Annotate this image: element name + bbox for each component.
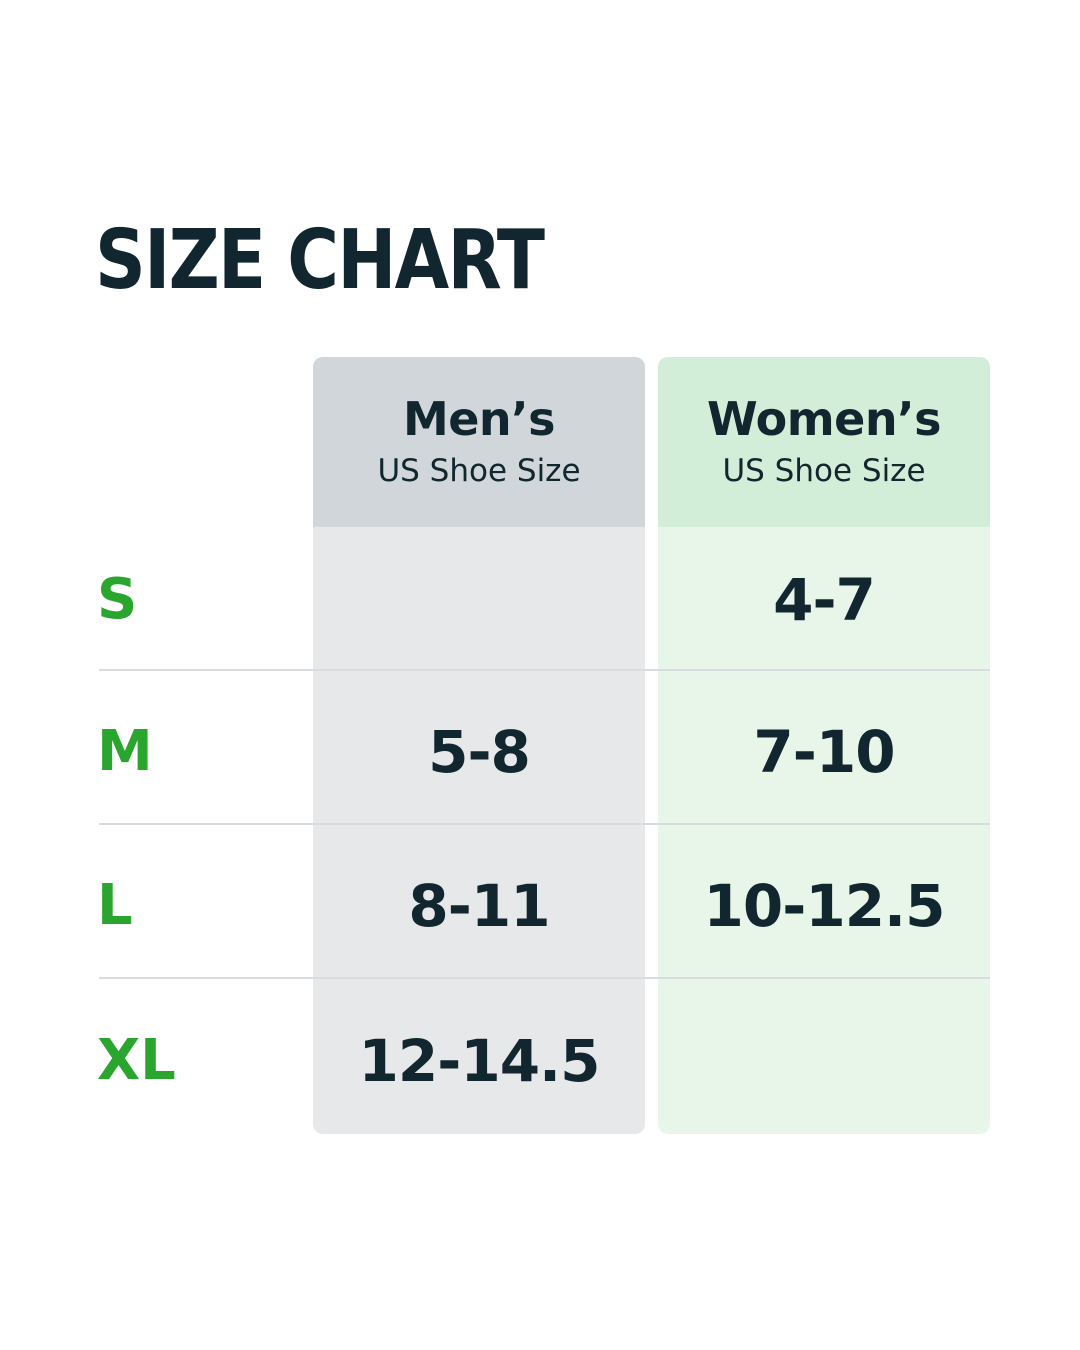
row-divider: [99, 823, 990, 825]
mens-column-title: Men’s: [402, 392, 556, 446]
womens-size-s: 4-7: [773, 566, 876, 634]
row-divider: [99, 977, 990, 979]
womens-column-header: Women’s US Shoe Size: [658, 357, 990, 527]
size-label-l: L: [97, 873, 133, 938]
womens-size-l: 10-12.5: [703, 872, 946, 940]
size-label-m: M: [97, 719, 153, 784]
mens-column-header: Men’s US Shoe Size: [313, 357, 645, 527]
mens-column: Men’s US Shoe Size: [313, 357, 645, 1134]
mens-size-m: 5-8: [428, 718, 531, 786]
page-title: SIZE CHART: [95, 213, 545, 308]
mens-size-l: 8-11: [408, 872, 550, 940]
womens-column-title: Women’s: [707, 392, 941, 446]
womens-column: Women’s US Shoe Size: [658, 357, 990, 1134]
womens-size-m: 7-10: [753, 718, 895, 786]
mens-column-subtitle: US Shoe Size: [377, 453, 581, 489]
size-label-xl: XL: [97, 1028, 176, 1093]
womens-column-subtitle: US Shoe Size: [722, 453, 926, 489]
mens-size-xl: 12-14.5: [358, 1027, 601, 1095]
size-label-s: S: [97, 567, 138, 632]
row-divider: [99, 669, 990, 671]
